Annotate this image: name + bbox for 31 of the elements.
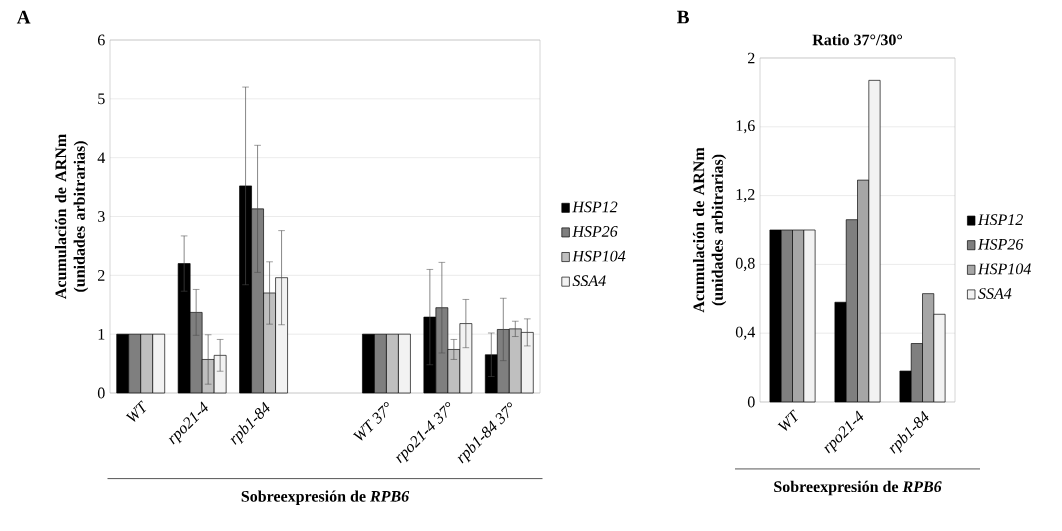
y-axis-title: Acumulación de ARNm (unidades arbitrarias): [692, 147, 727, 313]
y-tick-label: 0: [97, 387, 105, 399]
text: A: [16, 10, 31, 24]
legend-label: SSA4: [572, 275, 606, 287]
y-tick-label: 2: [98, 270, 105, 281]
chart-title: Ratio 37°/30°: [812, 34, 903, 46]
y-tick-label: 6: [97, 34, 105, 46]
legend-label: HSP12: [977, 214, 1023, 226]
y-tick-label: 1,2: [736, 189, 755, 203]
legend-label: HSP26: [572, 226, 618, 237]
x-tick-label: WT: [125, 400, 147, 422]
y-axis-title: Acumulación de ARNm (unidades arbitrarias): [54, 134, 89, 300]
y-tick-label: 1,6: [736, 120, 755, 134]
legend-label: HSP104: [572, 250, 626, 262]
y-tick-label: 3: [98, 211, 105, 222]
y-tick-label: 0,4: [735, 326, 756, 340]
legend-label: HSP12: [572, 201, 618, 213]
legend-label: SSA4: [978, 288, 1012, 299]
y-tick-label: 4: [97, 152, 106, 163]
y-tick-label: 5: [98, 93, 105, 105]
y-tick-label: 0: [747, 396, 755, 408]
text: B: [677, 10, 689, 24]
x-axis-title: Sobreexpresión de RPB6: [774, 480, 942, 496]
x-axis-title: Sobreexpresión de RPB6: [241, 490, 410, 506]
y-tick-label: 1: [98, 328, 105, 340]
x-tick-label: WT 37°: [352, 402, 389, 441]
legend-label: HSP26: [977, 238, 1024, 250]
y-tick-label: 0,8: [735, 257, 755, 271]
legend-label: HSP104: [977, 263, 1031, 275]
x-tick-label: WT: [777, 409, 799, 431]
y-tick-label: 2: [748, 52, 755, 64]
